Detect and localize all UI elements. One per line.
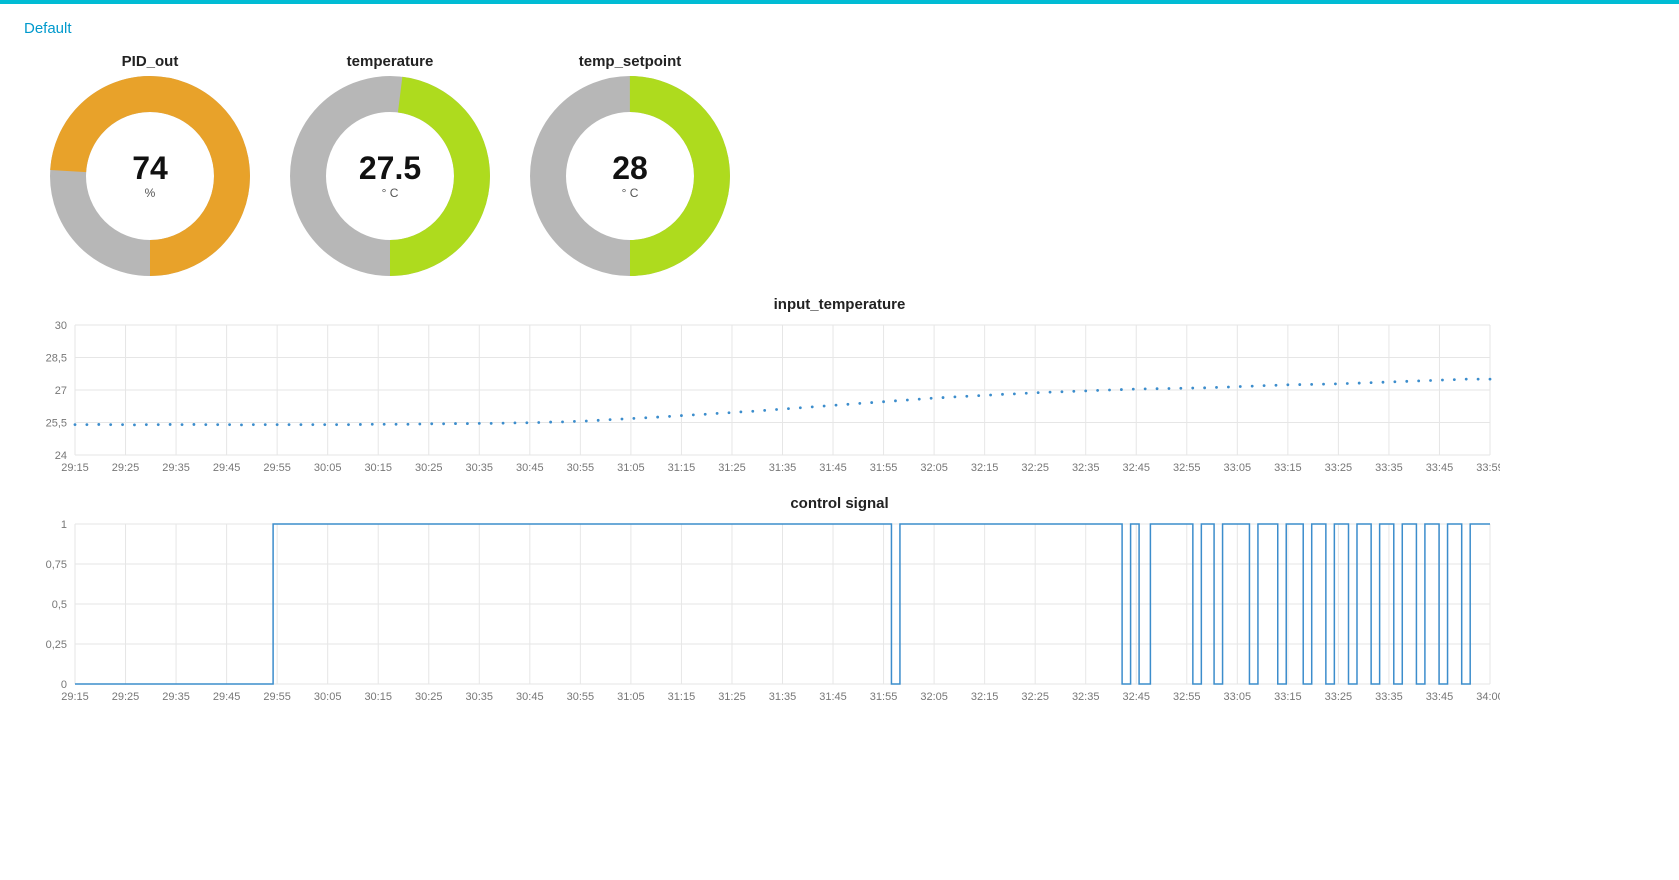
svg-text:29:35: 29:35	[162, 462, 190, 474]
svg-text:30:05: 30:05	[314, 691, 342, 703]
chart-title: input_temperature	[20, 296, 1659, 313]
svg-text:31:25: 31:25	[718, 462, 746, 474]
svg-text:0: 0	[61, 679, 67, 691]
svg-text:31:35: 31:35	[769, 691, 797, 703]
svg-text:32:35: 32:35	[1072, 691, 1100, 703]
chart-control-signal: control signal 0 0,25 0,5 0,75 1 29:15 29:25 29…	[20, 495, 1659, 708]
svg-text:32:25: 32:25	[1021, 691, 1049, 703]
gauge-unit: %	[145, 186, 156, 200]
gauge-center: 74%	[50, 76, 250, 276]
chart-input-temperature: input_temperature 24 25,5 27 28,5 30 29:15 29:…	[20, 296, 1659, 479]
dashboard-container: Default PID_out 74%temperature 27.5° Cte…	[0, 4, 1679, 718]
chart-canvas-input-temperature[interactable]: 24 25,5 27 28,5 30 29:15 29:25 29:35 29:45 29:55 3…	[20, 319, 1659, 479]
svg-text:32:45: 32:45	[1122, 691, 1150, 703]
svg-text:30:25: 30:25	[415, 691, 443, 703]
svg-text:33:05: 33:05	[1224, 462, 1252, 474]
gauge-center: 27.5 ° C	[290, 76, 490, 276]
gauge-pid-out: PID_out 74%	[50, 53, 250, 276]
svg-text:32:05: 32:05	[920, 462, 948, 474]
svg-text:33:15: 33:15	[1274, 462, 1302, 474]
gauge-title: temp_setpoint	[530, 53, 730, 70]
svg-text:0,75: 0,75	[46, 559, 67, 571]
svg-text:29:55: 29:55	[263, 691, 291, 703]
gauge-donut[interactable]: 74%	[50, 76, 250, 276]
svg-text:29:45: 29:45	[213, 691, 241, 703]
svg-text:24: 24	[55, 450, 67, 462]
svg-text:33:45: 33:45	[1426, 462, 1454, 474]
svg-text:29:55: 29:55	[263, 462, 291, 474]
svg-text:30:45: 30:45	[516, 691, 544, 703]
svg-text:30:35: 30:35	[466, 462, 494, 474]
svg-text:32:55: 32:55	[1173, 462, 1201, 474]
svg-text:32:15: 32:15	[971, 462, 999, 474]
svg-text:32:05: 32:05	[920, 691, 948, 703]
svg-text:30:15: 30:15	[364, 462, 392, 474]
svg-text:29:15: 29:15	[61, 462, 89, 474]
svg-text:29:45: 29:45	[213, 462, 241, 474]
svg-text:30: 30	[55, 320, 67, 332]
gauge-center: 28 ° C	[530, 76, 730, 276]
svg-text:33:35: 33:35	[1375, 462, 1403, 474]
tab-default[interactable]: Default	[20, 14, 72, 49]
svg-text:0,5: 0,5	[52, 599, 67, 611]
svg-text:33:35: 33:35	[1375, 691, 1403, 703]
svg-text:32:15: 32:15	[971, 691, 999, 703]
svg-text:30:25: 30:25	[415, 462, 443, 474]
svg-text:32:35: 32:35	[1072, 462, 1100, 474]
svg-text:30:35: 30:35	[466, 691, 494, 703]
gauge-title: PID_out	[50, 53, 250, 70]
svg-text:25,5: 25,5	[46, 418, 67, 430]
gauge-title: temperature	[290, 53, 490, 70]
svg-text:33:25: 33:25	[1325, 462, 1353, 474]
gauge-value: 27.5	[359, 152, 421, 184]
gauge-unit: ° C	[622, 186, 639, 200]
gauge-temp-setpoint: temp_setpoint 28 ° C	[530, 53, 730, 276]
svg-text:1: 1	[61, 519, 67, 531]
svg-text:28,5: 28,5	[46, 353, 67, 365]
svg-text:32:25: 32:25	[1021, 462, 1049, 474]
svg-text:31:05: 31:05	[617, 462, 645, 474]
gauges-row: PID_out 74%temperature 27.5° Ctemp_setpo…	[50, 53, 1659, 276]
svg-text:29:15: 29:15	[61, 691, 89, 703]
svg-text:31:25: 31:25	[718, 691, 746, 703]
svg-text:31:55: 31:55	[870, 691, 898, 703]
svg-text:31:15: 31:15	[668, 691, 696, 703]
svg-text:31:45: 31:45	[819, 462, 847, 474]
svg-text:27: 27	[55, 385, 67, 397]
svg-text:33:05: 33:05	[1224, 691, 1252, 703]
gauge-value: 28	[612, 152, 648, 184]
svg-text:30:05: 30:05	[314, 462, 342, 474]
gauge-donut[interactable]: 28 ° C	[530, 76, 730, 276]
svg-text:30:55: 30:55	[567, 462, 595, 474]
gauge-temperature: temperature 27.5 ° C	[290, 53, 490, 276]
svg-text:33:45: 33:45	[1426, 691, 1454, 703]
svg-text:29:25: 29:25	[112, 462, 140, 474]
svg-text:0,25: 0,25	[46, 639, 67, 651]
svg-text:30:55: 30:55	[567, 691, 595, 703]
gauge-value: 74	[132, 152, 168, 184]
chart-canvas-control-signal[interactable]: 0 0,25 0,5 0,75 1 29:15 29:25 29:35 29:45 29:55 30…	[20, 518, 1659, 708]
svg-text:31:35: 31:35	[769, 462, 797, 474]
svg-text:32:55: 32:55	[1173, 691, 1201, 703]
svg-text:30:15: 30:15	[364, 691, 392, 703]
svg-text:29:25: 29:25	[112, 691, 140, 703]
svg-text:31:15: 31:15	[668, 462, 696, 474]
svg-text:30:45: 30:45	[516, 462, 544, 474]
svg-text:34:00: 34:00	[1476, 691, 1500, 703]
svg-text:31:45: 31:45	[819, 691, 847, 703]
chart-title: control signal	[20, 495, 1659, 512]
svg-text:31:05: 31:05	[617, 691, 645, 703]
gauge-unit: ° C	[382, 186, 399, 200]
svg-text:33:15: 33:15	[1274, 691, 1302, 703]
svg-text:29:35: 29:35	[162, 691, 190, 703]
svg-text:32:45: 32:45	[1122, 462, 1150, 474]
gauge-donut[interactable]: 27.5 ° C	[290, 76, 490, 276]
svg-text:33:59: 33:59	[1476, 462, 1500, 474]
svg-text:33:25: 33:25	[1325, 691, 1353, 703]
svg-text:31:55: 31:55	[870, 462, 898, 474]
